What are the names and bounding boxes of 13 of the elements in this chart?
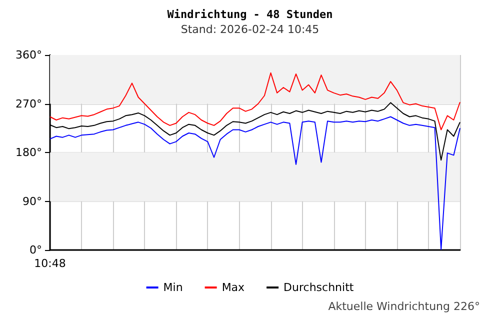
- y-tick-label: 90°: [22, 194, 42, 208]
- y-tick-label: 180°: [16, 146, 42, 159]
- chart-title: Windrichtung - 48 Stunden: [167, 8, 333, 21]
- text: Aktuelle Windrichtung 226°: [328, 300, 480, 313]
- legend-label: Min: [163, 281, 183, 294]
- y-tick-label: 270°: [16, 97, 42, 110]
- line-series: [50, 72, 460, 130]
- y-tick-label: 360°: [16, 48, 42, 62]
- y-tick-label: 0°: [30, 244, 42, 256]
- chart-subtitle: Stand: 2026-02-24 10:45: [180, 23, 320, 36]
- legend-label: Max: [222, 281, 246, 294]
- legend-label: Durchschnitt: [284, 281, 354, 294]
- x-tick-label: 10:48: [34, 257, 66, 270]
